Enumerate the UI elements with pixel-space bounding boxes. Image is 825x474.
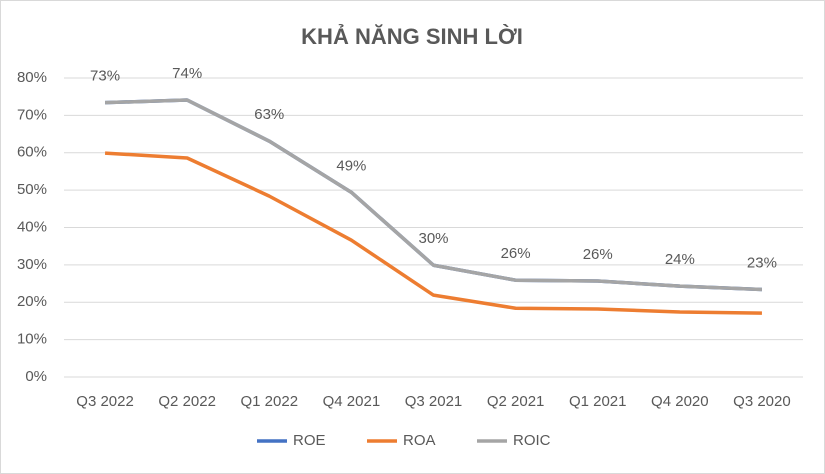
x-tick-label: Q1 2022 bbox=[241, 393, 299, 410]
x-tick-label: Q4 2021 bbox=[323, 393, 381, 410]
data-label: 30% bbox=[418, 230, 448, 247]
y-tick-label: 0% bbox=[25, 368, 47, 385]
legend-label: ROE bbox=[293, 432, 326, 449]
data-label: 24% bbox=[665, 251, 695, 268]
x-tick-label: Q1 2021 bbox=[569, 393, 627, 410]
x-tick-label: Q2 2021 bbox=[487, 393, 545, 410]
y-tick-label: 20% bbox=[17, 293, 47, 310]
y-tick-label: 80% bbox=[17, 69, 47, 86]
x-tick-label: Q3 2022 bbox=[76, 393, 134, 410]
x-tick-label: Q2 2022 bbox=[158, 393, 216, 410]
data-label: 74% bbox=[172, 65, 202, 82]
data-label: 23% bbox=[747, 255, 777, 272]
chart-title: KHẢ NĂNG SINH LỜI bbox=[301, 24, 523, 49]
y-tick-label: 50% bbox=[17, 181, 47, 198]
legend-label: ROIC bbox=[513, 432, 551, 449]
legend-label: ROA bbox=[403, 432, 436, 449]
y-tick-label: 30% bbox=[17, 256, 47, 273]
data-label: 73% bbox=[90, 68, 120, 85]
y-tick-label: 40% bbox=[17, 218, 47, 235]
x-tick-label: Q4 2020 bbox=[651, 393, 709, 410]
y-tick-label: 60% bbox=[17, 144, 47, 161]
data-label: 26% bbox=[501, 245, 531, 262]
x-tick-label: Q3 2020 bbox=[733, 393, 791, 410]
y-tick-label: 10% bbox=[17, 331, 47, 348]
data-label: 49% bbox=[336, 157, 366, 174]
series-line bbox=[104, 98, 763, 292]
data-label: 63% bbox=[254, 106, 284, 123]
x-tick-label: Q3 2021 bbox=[405, 393, 463, 410]
data-label: 26% bbox=[583, 246, 613, 263]
y-tick-label: 70% bbox=[17, 106, 47, 123]
series-line bbox=[104, 151, 762, 315]
